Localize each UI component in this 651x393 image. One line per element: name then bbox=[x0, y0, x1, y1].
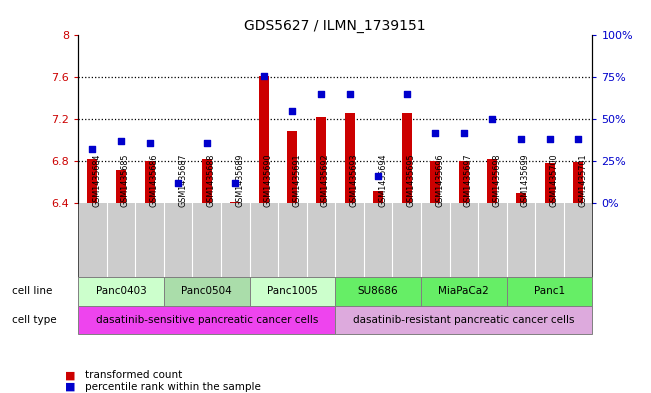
Text: GSM1435696: GSM1435696 bbox=[436, 153, 444, 207]
Text: GSM1435701: GSM1435701 bbox=[578, 153, 587, 207]
Bar bbox=[506, 277, 592, 305]
Text: dasatinib-sensitive pancreatic cancer cells: dasatinib-sensitive pancreatic cancer ce… bbox=[96, 315, 318, 325]
Bar bbox=[230, 202, 240, 203]
Point bbox=[544, 136, 555, 143]
Text: GSM1435689: GSM1435689 bbox=[235, 153, 244, 207]
Bar bbox=[488, 159, 497, 203]
Text: GSM1435697: GSM1435697 bbox=[464, 153, 473, 207]
Point bbox=[516, 136, 526, 143]
Text: dasatinib-resistant pancreatic cancer cells: dasatinib-resistant pancreatic cancer ce… bbox=[353, 315, 575, 325]
Bar bbox=[316, 117, 326, 203]
Bar bbox=[116, 170, 126, 203]
Text: Panc0504: Panc0504 bbox=[182, 286, 232, 296]
Point bbox=[87, 146, 98, 152]
Text: transformed count: transformed count bbox=[85, 370, 182, 380]
Bar bbox=[430, 161, 440, 203]
Point bbox=[573, 136, 583, 143]
Bar bbox=[421, 277, 506, 305]
Bar bbox=[87, 159, 98, 203]
Text: GSM1435693: GSM1435693 bbox=[350, 153, 359, 207]
Bar bbox=[373, 191, 383, 203]
Text: cell line: cell line bbox=[12, 286, 53, 296]
Point bbox=[458, 130, 469, 136]
Point bbox=[487, 116, 497, 122]
Point bbox=[373, 173, 383, 180]
Point bbox=[344, 91, 355, 97]
Text: GSM1435698: GSM1435698 bbox=[492, 153, 501, 207]
Point bbox=[116, 138, 126, 144]
Text: Panc1005: Panc1005 bbox=[267, 286, 318, 296]
Bar bbox=[78, 305, 335, 334]
Text: GSM1435691: GSM1435691 bbox=[292, 153, 301, 207]
Bar bbox=[573, 162, 583, 203]
Text: MiaPaCa2: MiaPaCa2 bbox=[439, 286, 489, 296]
Point bbox=[402, 91, 412, 97]
Bar bbox=[544, 163, 555, 203]
Text: Panc0403: Panc0403 bbox=[96, 286, 146, 296]
Text: GSM1435694: GSM1435694 bbox=[378, 153, 387, 207]
Bar bbox=[259, 76, 269, 203]
Text: GSM1435687: GSM1435687 bbox=[178, 153, 187, 207]
Text: GSM1435699: GSM1435699 bbox=[521, 153, 530, 207]
Text: GSM1435690: GSM1435690 bbox=[264, 153, 273, 207]
Bar bbox=[78, 277, 164, 305]
Point bbox=[287, 108, 298, 114]
Text: cell type: cell type bbox=[12, 315, 57, 325]
Text: GSM1435692: GSM1435692 bbox=[321, 153, 330, 207]
Point bbox=[430, 130, 441, 136]
Point bbox=[173, 180, 184, 186]
Bar bbox=[202, 159, 212, 203]
Bar bbox=[344, 113, 355, 203]
Bar bbox=[335, 305, 592, 334]
Text: GSM1435684: GSM1435684 bbox=[92, 154, 102, 207]
Text: ■: ■ bbox=[65, 370, 76, 380]
Text: GSM1435686: GSM1435686 bbox=[150, 154, 159, 207]
Bar bbox=[164, 277, 249, 305]
Bar bbox=[402, 113, 411, 203]
Text: GSM1435700: GSM1435700 bbox=[549, 153, 559, 207]
Point bbox=[230, 180, 240, 186]
Point bbox=[145, 140, 155, 146]
Bar bbox=[459, 161, 469, 203]
Point bbox=[201, 140, 212, 146]
Text: Panc1: Panc1 bbox=[534, 286, 565, 296]
Text: GSM1435688: GSM1435688 bbox=[206, 154, 215, 207]
Bar bbox=[145, 161, 154, 203]
Text: GSM1435685: GSM1435685 bbox=[121, 153, 130, 207]
Bar bbox=[249, 277, 335, 305]
Bar bbox=[335, 277, 421, 305]
Text: ■: ■ bbox=[65, 382, 76, 392]
Text: SU8686: SU8686 bbox=[358, 286, 398, 296]
Point bbox=[316, 91, 326, 97]
Title: GDS5627 / ILMN_1739151: GDS5627 / ILMN_1739151 bbox=[245, 19, 426, 33]
Bar bbox=[516, 193, 526, 203]
Point bbox=[258, 72, 269, 79]
Text: percentile rank within the sample: percentile rank within the sample bbox=[85, 382, 260, 392]
Bar bbox=[287, 131, 298, 203]
Text: GSM1435695: GSM1435695 bbox=[407, 153, 416, 207]
